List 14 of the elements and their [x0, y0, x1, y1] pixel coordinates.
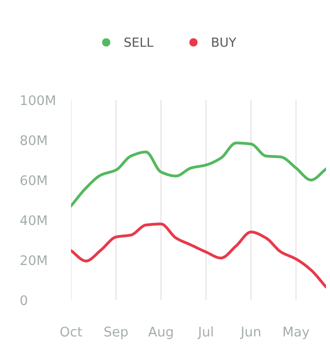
x-tick-label: May — [284, 326, 310, 340]
y-tick-label: 80M — [20, 135, 46, 146]
x-tick-label: Oct — [60, 326, 82, 337]
legend-label: SELL — [124, 37, 154, 47]
legend-label: BUY — [212, 38, 236, 47]
x-tick-label: Jun — [240, 326, 260, 340]
y-tick-label: 40M — [20, 215, 46, 226]
y-tick-label: 60M — [20, 175, 46, 186]
x-tick-label: Jul — [197, 326, 213, 340]
y-tick-label: 100M — [21, 95, 55, 106]
x-tick-label: Aug — [148, 326, 173, 340]
y-tick-label: 0 — [20, 295, 28, 306]
y-tick-label: 20M — [20, 255, 46, 266]
x-tick-label: Sep — [104, 326, 128, 340]
